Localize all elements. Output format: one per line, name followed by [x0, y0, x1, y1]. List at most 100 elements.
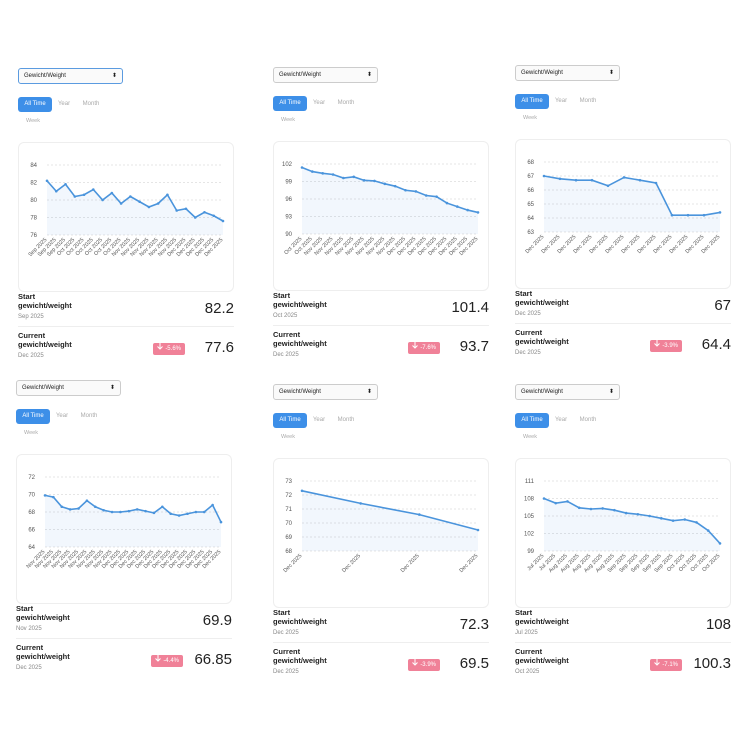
range-tab[interactable]: Year — [554, 98, 568, 104]
stat-value: 93.7 — [459, 338, 489, 355]
stat-metric: gewicht/weight — [273, 300, 327, 309]
x-tick-label: Dec 2025 — [341, 553, 362, 574]
data-point — [601, 507, 604, 510]
y-tick-label: 72 — [285, 493, 292, 499]
range-tab[interactable]: Month — [579, 417, 597, 423]
data-point — [186, 512, 189, 516]
range-tab[interactable]: All Time — [515, 94, 549, 109]
divider — [273, 642, 489, 643]
y-tick-label: 70 — [285, 521, 292, 527]
data-point — [92, 188, 95, 191]
stat-value: 82.2 — [204, 300, 234, 317]
divider — [273, 325, 489, 326]
weight-line — [301, 490, 479, 531]
metric-select[interactable]: Gewicht/Weight ⬍ — [515, 384, 620, 400]
change-text: -3.9% — [662, 343, 678, 349]
y-tick-label: 68 — [28, 510, 35, 516]
data-point — [152, 511, 156, 515]
data-point — [695, 521, 698, 524]
line-area — [544, 498, 720, 551]
data-point — [373, 179, 376, 183]
data-point — [718, 211, 722, 214]
range-tab[interactable]: Month — [579, 98, 597, 104]
weight-card: Gewicht/Weight ⬍ All Time Year Month Week 64 66… — [16, 380, 232, 680]
data-point — [45, 179, 49, 183]
data-point — [161, 505, 164, 509]
stat-date: Sep 2025 — [18, 314, 44, 320]
chart: 68 69 70 71 72 73 Dec 2025 Dec 2025 Dec 2025 Dec … — [283, 479, 480, 574]
chart-box: 63 64 65 66 67 68 Dec 2025 Dec 2025 Dec 2025 Dec … — [515, 139, 731, 289]
metric-select[interactable]: Gewicht/Weight ⬍ — [16, 380, 121, 396]
weight-line — [301, 166, 479, 214]
data-point — [648, 514, 651, 518]
weight-card: Gewicht/Weight ⬍ All Time Year Month Week 99 10… — [515, 384, 731, 684]
data-point — [352, 175, 356, 179]
stat-date: Oct 2025 — [515, 669, 540, 675]
range-tab[interactable]: Month — [80, 413, 98, 419]
data-point — [68, 508, 72, 511]
down-arrow — [654, 340, 661, 347]
stat-metric: gewicht/weight — [273, 656, 327, 665]
data-point — [331, 173, 335, 176]
range-tab[interactable]: Week — [281, 434, 295, 440]
metric-select[interactable]: Gewicht/Weight ⬍ — [18, 68, 123, 84]
data-point — [476, 211, 480, 214]
stat-date: Dec 2025 — [515, 350, 541, 356]
data-point — [110, 191, 114, 195]
change-text: -5.6% — [165, 346, 181, 352]
stat-label: Start — [18, 292, 36, 301]
range-tab[interactable]: Year — [312, 417, 326, 423]
data-point — [424, 194, 428, 197]
range-tab[interactable]: All Time — [18, 97, 52, 112]
stat-label: Current — [515, 328, 543, 337]
data-point — [60, 505, 64, 509]
data-point — [73, 195, 77, 198]
range-tab[interactable]: All Time — [515, 413, 549, 428]
data-point — [43, 494, 47, 497]
range-tab[interactable]: Month — [337, 100, 355, 106]
change-badge: -3.9% — [650, 340, 682, 352]
select-caret: ⬍ — [608, 389, 614, 395]
y-tick-label: 108 — [524, 497, 535, 503]
down-arrow — [155, 655, 162, 662]
data-point — [445, 201, 449, 205]
data-point — [671, 519, 675, 522]
range-tab[interactable]: Month — [82, 101, 100, 107]
range-tab[interactable]: All Time — [16, 409, 50, 424]
range-tab[interactable]: Week — [24, 430, 38, 436]
range-tab[interactable]: Week — [281, 117, 295, 123]
range-tab[interactable]: Month — [337, 417, 355, 423]
data-point — [359, 502, 362, 505]
weight-line — [46, 180, 224, 222]
y-tick-label: 66 — [28, 528, 35, 534]
range-tab[interactable]: All Time — [273, 413, 307, 428]
select-caret: ⬍ — [366, 389, 372, 395]
stat-date: Nov 2025 — [16, 626, 42, 632]
range-tab[interactable]: Year — [57, 101, 71, 107]
stat-value: 100.3 — [693, 655, 731, 672]
y-tick-label: 70 — [28, 493, 35, 499]
data-point — [554, 501, 558, 505]
range-tab[interactable]: Week — [523, 434, 537, 440]
data-point — [102, 508, 105, 512]
metric-select[interactable]: Gewicht/Weight ⬍ — [273, 67, 378, 83]
metric-select[interactable]: Gewicht/Weight ⬍ — [515, 65, 620, 81]
select-caret: ⬍ — [111, 73, 117, 79]
range-tab[interactable]: Week — [523, 115, 537, 121]
chart-box: 76 78 80 82 84 Sep 2025 Sep 2025 Sep 2025 Oct 20… — [18, 142, 234, 292]
data-point — [300, 166, 304, 169]
change-text: -7.1% — [662, 662, 678, 668]
range-tab[interactable]: Week — [26, 118, 40, 124]
line-area — [302, 167, 478, 234]
data-point — [175, 209, 178, 212]
x-tick-label: Dec 2025 — [459, 553, 480, 574]
range-tab[interactable]: Year — [55, 413, 69, 419]
stat-label: Current — [273, 647, 301, 656]
down-arrow — [157, 343, 164, 350]
range-tab[interactable]: All Time — [273, 96, 307, 111]
metric-select[interactable]: Gewicht/Weight ⬍ — [273, 384, 378, 400]
range-tab[interactable]: Year — [554, 417, 568, 423]
range-tab[interactable]: Year — [312, 100, 326, 106]
